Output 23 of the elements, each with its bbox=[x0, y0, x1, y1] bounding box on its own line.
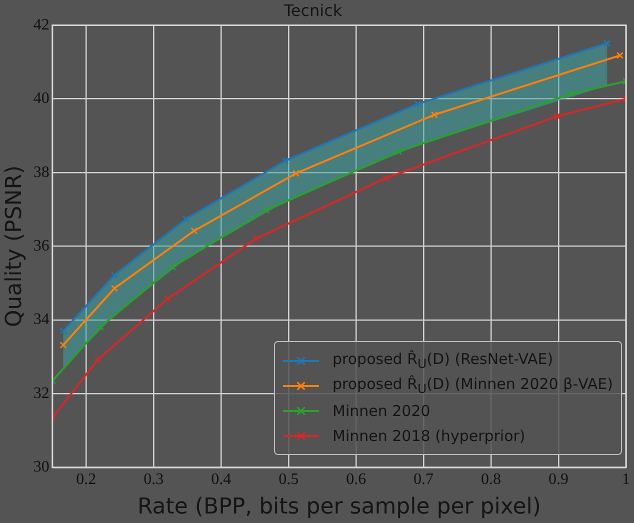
x-tick-label: 0.7 bbox=[414, 471, 434, 488]
y-tick-label: 36 bbox=[33, 238, 50, 255]
x-tick-label: 0.9 bbox=[548, 471, 569, 488]
x-tick-label: 0.4 bbox=[211, 471, 232, 488]
x-axis-title: Rate (BPP, bits per sample per pixel) bbox=[137, 494, 541, 520]
chart-title: Tecnick bbox=[282, 0, 343, 20]
y-tick-label: 32 bbox=[33, 384, 50, 402]
legend-label: proposed R̂$_{U}$(D) (Minnen 2020 β-VAE) bbox=[332, 375, 613, 396]
y-tick-label: 42 bbox=[33, 16, 50, 34]
x-tick-label: 0.2 bbox=[76, 471, 96, 488]
legend-label: Minnen 2018 (hyperprior) bbox=[332, 426, 526, 444]
x-tick-label: 0.3 bbox=[144, 471, 164, 488]
y-tick-label: 30 bbox=[33, 458, 50, 476]
y-tick-label: 40 bbox=[33, 90, 50, 108]
x-tick-label: 1 bbox=[622, 471, 630, 488]
x-tick-label: 0.8 bbox=[481, 471, 502, 488]
x-tick-label: 0.5 bbox=[278, 471, 299, 488]
legend-label: Minnen 2020 bbox=[332, 402, 430, 420]
y-tick-label: 38 bbox=[33, 164, 50, 181]
y-axis-title: Quality (PSNR) bbox=[2, 165, 27, 328]
y-tick-label: 34 bbox=[33, 311, 50, 328]
legend-label: proposed R̂$_{U}$(D) (ResNet-VAE) bbox=[332, 350, 554, 371]
x-tick-label: 0.6 bbox=[346, 471, 366, 488]
